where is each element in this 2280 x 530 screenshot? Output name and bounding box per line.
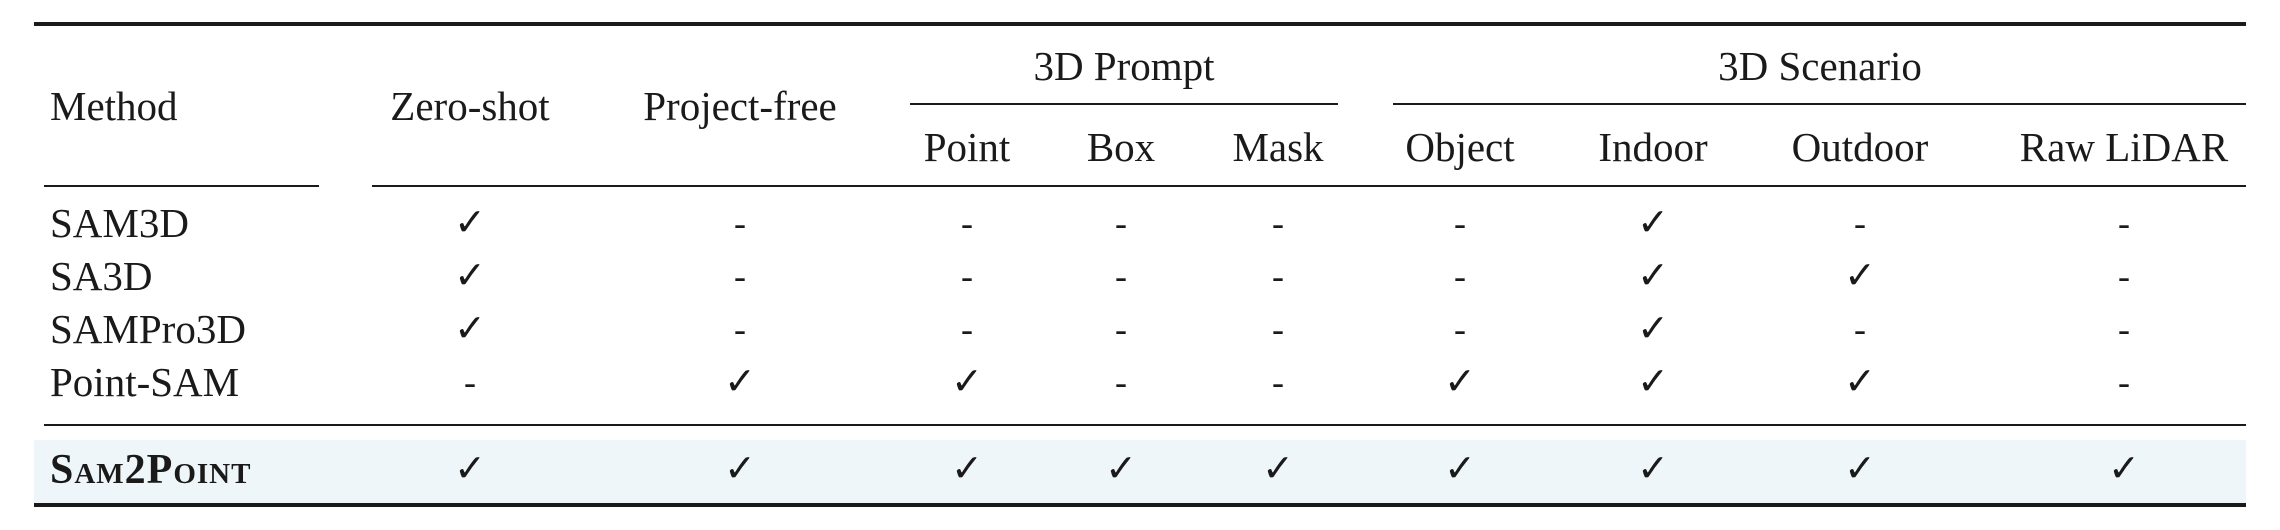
- check-mark: ✓: [724, 446, 756, 490]
- header-3d-scenario: 3D Scenario: [1718, 43, 1922, 89]
- bottom-rule: [34, 503, 2246, 507]
- dash-mark: -: [1854, 203, 1866, 243]
- dash-mark: -: [1454, 309, 1466, 349]
- dash-mark: -: [2118, 362, 2130, 402]
- check-mark: ✓: [454, 253, 486, 297]
- dash-mark: -: [734, 309, 746, 349]
- top-rule: [34, 22, 2246, 26]
- check-mark: ✓: [951, 446, 983, 490]
- method-name: SAM3D: [50, 200, 189, 246]
- dash-mark: -: [1115, 256, 1127, 296]
- dash-mark: -: [1272, 362, 1284, 402]
- dash-mark: -: [1454, 203, 1466, 243]
- check-mark: ✓: [1444, 359, 1476, 403]
- check-mark: ✓: [454, 306, 486, 350]
- dash-mark: -: [464, 362, 476, 402]
- check-mark: ✓: [2108, 446, 2140, 490]
- dash-mark: -: [961, 256, 973, 296]
- header-box: Box: [1086, 124, 1156, 170]
- check-mark: ✓: [1637, 446, 1669, 490]
- dash-mark: -: [1272, 203, 1284, 243]
- check-mark: ✓: [1844, 253, 1876, 297]
- method-name: Sam2Point: [50, 447, 252, 493]
- check-mark: ✓: [454, 446, 486, 490]
- check-mark: ✓: [951, 359, 983, 403]
- check-mark: ✓: [1637, 200, 1669, 244]
- method-header-rule: [44, 185, 319, 187]
- header-outdoor: Outdoor: [1791, 124, 1929, 170]
- dash-mark: -: [1272, 309, 1284, 349]
- check-mark: ✓: [1844, 446, 1876, 490]
- header-object: Object: [1405, 124, 1515, 170]
- check-mark: ✓: [454, 200, 486, 244]
- header-method: Method: [50, 83, 178, 129]
- dash-mark: -: [2118, 256, 2130, 296]
- dash-mark: -: [2118, 203, 2130, 243]
- scenario-group-rule: [1393, 103, 2246, 105]
- dash-mark: -: [734, 203, 746, 243]
- header-mask: Mask: [1232, 124, 1324, 170]
- check-mark: ✓: [724, 359, 756, 403]
- dash-mark: -: [1115, 309, 1127, 349]
- check-mark: ✓: [1105, 446, 1137, 490]
- data-header-rule: [372, 185, 2246, 187]
- dash-mark: -: [1115, 362, 1127, 402]
- check-mark: ✓: [1262, 446, 1294, 490]
- check-mark: ✓: [1637, 253, 1669, 297]
- header-indoor: Indoor: [1598, 124, 1708, 170]
- dash-mark: -: [1272, 256, 1284, 296]
- method-name: SA3D: [50, 253, 153, 299]
- header-raw-lidar: Raw LiDAR: [2019, 124, 2229, 170]
- check-mark: ✓: [1637, 359, 1669, 403]
- header-point: Point: [923, 124, 1011, 170]
- check-mark: ✓: [1444, 446, 1476, 490]
- prompt-group-rule: [910, 103, 1338, 105]
- check-mark: ✓: [1637, 306, 1669, 350]
- mid-rule: [44, 424, 2246, 426]
- dash-mark: -: [734, 256, 746, 296]
- method-name: Point-SAM: [50, 359, 240, 405]
- highlight-row-background: [34, 440, 2246, 503]
- dash-mark: -: [1454, 256, 1466, 296]
- header-project-free: Project-free: [643, 83, 837, 129]
- method-name: SAMPro3D: [50, 306, 246, 352]
- check-mark: ✓: [1844, 359, 1876, 403]
- dash-mark: -: [1115, 203, 1127, 243]
- header-3d-prompt: 3D Prompt: [1033, 43, 1215, 89]
- dash-mark: -: [961, 203, 973, 243]
- dash-mark: -: [1854, 309, 1866, 349]
- dash-mark: -: [2118, 309, 2130, 349]
- header-zero-shot: Zero-shot: [390, 83, 550, 129]
- dash-mark: -: [961, 309, 973, 349]
